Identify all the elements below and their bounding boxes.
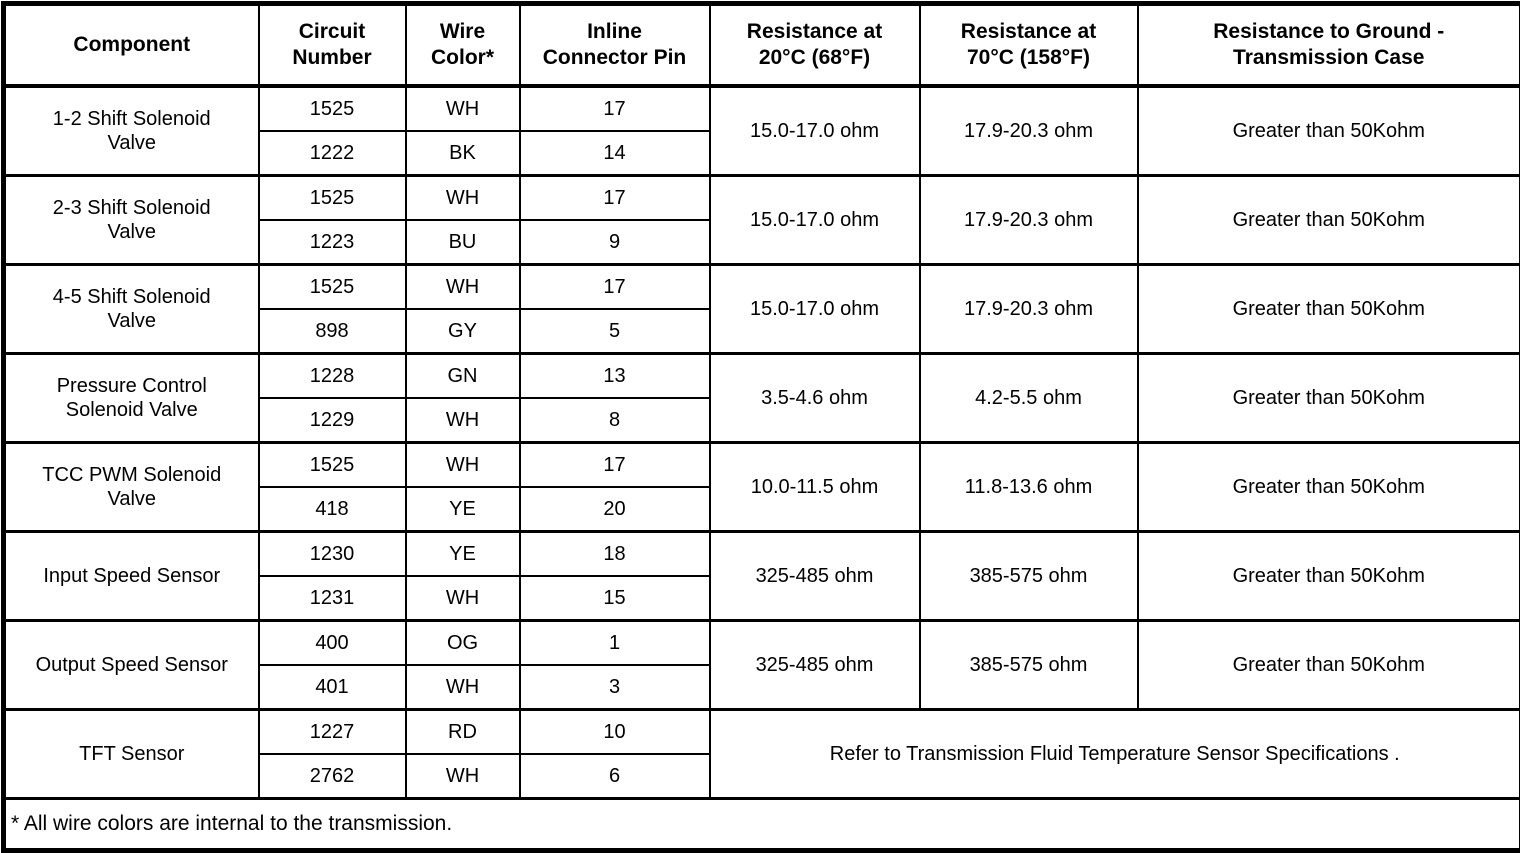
connector-pin-cell: 10 — [520, 710, 710, 755]
wire-color-cell: WH — [406, 398, 520, 443]
resistance-20c-cell: 15.0-17.0 ohm — [710, 265, 920, 354]
footnote: * All wire colors are internal to the tr… — [4, 799, 1520, 851]
connector-pin-cell: 14 — [520, 131, 710, 176]
header-component: Component — [4, 4, 259, 87]
resistance-20c-cell: 15.0-17.0 ohm — [710, 176, 920, 265]
connector-pin-cell: 9 — [520, 220, 710, 265]
circuit-number-cell: 1229 — [259, 398, 406, 443]
resistance-ground-cell: Greater than 50Kohm — [1138, 86, 1520, 176]
circuit-number-cell: 1223 — [259, 220, 406, 265]
connector-pin-cell: 15 — [520, 576, 710, 621]
connector-pin-cell: 5 — [520, 309, 710, 354]
table-row: 4-5 Shift Solenoid Valve 1525 WH 17 15.0… — [4, 265, 1520, 310]
component-cell: Pressure Control Solenoid Valve — [4, 354, 259, 443]
circuit-number-cell: 1231 — [259, 576, 406, 621]
connector-pin-cell: 18 — [520, 532, 710, 577]
wire-color-cell: BK — [406, 131, 520, 176]
resistance-20c-cell: 325-485 ohm — [710, 621, 920, 710]
component-cell: Output Speed Sensor — [4, 621, 259, 710]
footnote-row: * All wire colors are internal to the tr… — [4, 799, 1520, 851]
wire-color-cell: WH — [406, 754, 520, 799]
header-circuit-number: Circuit Number — [259, 4, 406, 87]
circuit-number-cell: 1525 — [259, 265, 406, 310]
resistance-20c-cell: 10.0-11.5 ohm — [710, 443, 920, 532]
component-cell: 1-2 Shift Solenoid Valve — [4, 86, 259, 176]
wire-color-cell: WH — [406, 443, 520, 488]
resistance-ground-cell: Greater than 50Kohm — [1138, 265, 1520, 354]
wire-color-cell: WH — [406, 576, 520, 621]
connector-pin-cell: 8 — [520, 398, 710, 443]
connector-pin-cell: 20 — [520, 487, 710, 532]
circuit-number-cell: 2762 — [259, 754, 406, 799]
wire-color-cell: GY — [406, 309, 520, 354]
resistance-ground-cell: Greater than 50Kohm — [1138, 443, 1520, 532]
table-row: Output Speed Sensor 400 OG 1 325-485 ohm… — [4, 621, 1520, 666]
wire-color-cell: WH — [406, 86, 520, 131]
component-cell: 4-5 Shift Solenoid Valve — [4, 265, 259, 354]
wire-color-cell: YE — [406, 487, 520, 532]
header-resistance-20c: Resistance at 20°C (68°F) — [710, 4, 920, 87]
resistance-70c-cell: 385-575 ohm — [920, 621, 1138, 710]
wire-color-cell: GN — [406, 354, 520, 399]
resistance-20c-cell: 15.0-17.0 ohm — [710, 86, 920, 176]
resistance-70c-cell: 4.2-5.5 ohm — [920, 354, 1138, 443]
component-cell: TCC PWM Solenoid Valve — [4, 443, 259, 532]
resistance-ground-cell: Greater than 50Kohm — [1138, 176, 1520, 265]
header-row: Component Circuit Number Wire Color* Inl… — [4, 4, 1520, 87]
circuit-number-cell: 1525 — [259, 443, 406, 488]
connector-pin-cell: 17 — [520, 443, 710, 488]
connector-pin-cell: 13 — [520, 354, 710, 399]
circuit-number-cell: 418 — [259, 487, 406, 532]
resistance-20c-cell: 3.5-4.6 ohm — [710, 354, 920, 443]
header-resistance-70c: Resistance at 70°C (158°F) — [920, 4, 1138, 87]
tft-note-cell: Refer to Transmission Fluid Temperature … — [710, 710, 1520, 799]
wire-color-cell: WH — [406, 176, 520, 221]
component-cell: Input Speed Sensor — [4, 532, 259, 621]
circuit-number-cell: 400 — [259, 621, 406, 666]
resistance-ground-cell: Greater than 50Kohm — [1138, 532, 1520, 621]
connector-pin-cell: 6 — [520, 754, 710, 799]
circuit-number-cell: 1227 — [259, 710, 406, 755]
circuit-number-cell: 1525 — [259, 86, 406, 131]
circuit-number-cell: 1228 — [259, 354, 406, 399]
resistance-70c-cell: 17.9-20.3 ohm — [920, 265, 1138, 354]
connector-pin-cell: 17 — [520, 176, 710, 221]
connector-pin-cell: 17 — [520, 265, 710, 310]
header-resistance-ground: Resistance to Ground - Transmission Case — [1138, 4, 1520, 87]
wire-color-cell: WH — [406, 665, 520, 710]
circuit-number-cell: 401 — [259, 665, 406, 710]
resistance-70c-cell: 17.9-20.3 ohm — [920, 86, 1138, 176]
connector-pin-cell: 3 — [520, 665, 710, 710]
wire-color-cell: BU — [406, 220, 520, 265]
header-connector-pin: Inline Connector Pin — [520, 4, 710, 87]
table-row: 2-3 Shift Solenoid Valve 1525 WH 17 15.0… — [4, 176, 1520, 221]
connector-pin-cell: 1 — [520, 621, 710, 666]
table-row: TFT Sensor 1227 RD 10 Refer to Transmiss… — [4, 710, 1520, 755]
wire-color-cell: WH — [406, 265, 520, 310]
resistance-70c-cell: 385-575 ohm — [920, 532, 1138, 621]
resistance-70c-cell: 11.8-13.6 ohm — [920, 443, 1138, 532]
wire-color-cell: YE — [406, 532, 520, 577]
table-row: 1-2 Shift Solenoid Valve 1525 WH 17 15.0… — [4, 86, 1520, 131]
document-page: Component Circuit Number Wire Color* Inl… — [0, 0, 1520, 806]
circuit-number-cell: 1525 — [259, 176, 406, 221]
circuit-number-cell: 1230 — [259, 532, 406, 577]
header-wire-color: Wire Color* — [406, 4, 520, 87]
table-row: Pressure Control Solenoid Valve 1228 GN … — [4, 354, 1520, 399]
resistance-20c-cell: 325-485 ohm — [710, 532, 920, 621]
circuit-number-cell: 1222 — [259, 131, 406, 176]
circuit-number-cell: 898 — [259, 309, 406, 354]
component-cell: 2-3 Shift Solenoid Valve — [4, 176, 259, 265]
wire-color-cell: OG — [406, 621, 520, 666]
wire-color-cell: RD — [406, 710, 520, 755]
resistance-70c-cell: 17.9-20.3 ohm — [920, 176, 1138, 265]
table-row: TCC PWM Solenoid Valve 1525 WH 17 10.0-1… — [4, 443, 1520, 488]
resistance-ground-cell: Greater than 50Kohm — [1138, 354, 1520, 443]
connector-pin-cell: 17 — [520, 86, 710, 131]
resistance-ground-cell: Greater than 50Kohm — [1138, 621, 1520, 710]
component-cell: TFT Sensor — [4, 710, 259, 799]
table-row: Input Speed Sensor 1230 YE 18 325-485 oh… — [4, 532, 1520, 577]
